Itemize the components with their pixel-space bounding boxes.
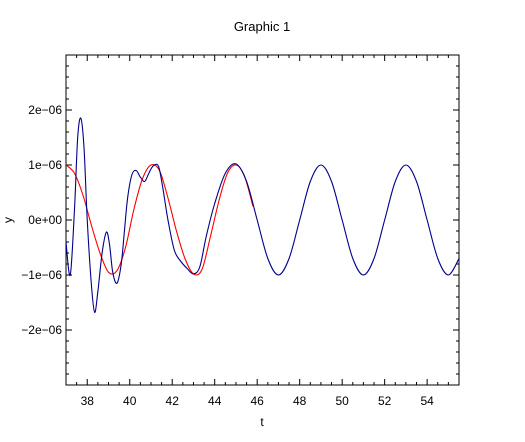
x-tick-label: 54 — [420, 394, 434, 408]
x-tick-label: 52 — [378, 394, 392, 408]
y-tick-label: −2e−06 — [21, 323, 62, 337]
series-line-2 — [66, 163, 254, 276]
x-tick-label: 38 — [81, 394, 95, 408]
series-line-1 — [66, 117, 459, 313]
x-tick-label: 50 — [335, 394, 349, 408]
chart-title: Graphic 1 — [234, 19, 290, 34]
x-tick-label: 48 — [293, 394, 307, 408]
y-tick-label: −1e−06 — [21, 268, 62, 282]
series-layer — [66, 117, 459, 313]
y-tick-label: 0e+00 — [28, 213, 62, 227]
x-axis-label: t — [260, 415, 264, 429]
minor-ticks — [65, 55, 460, 385]
y-tick-label: 2e−06 — [28, 103, 62, 117]
x-tick-label: 42 — [166, 394, 180, 408]
x-tick-label: 44 — [208, 394, 222, 408]
x-axis-ticks: 38 40 42 44 46 48 50 52 54 — [81, 55, 434, 408]
y-axis-label: y — [1, 217, 15, 223]
y-axis-ticks: −2e−06 −1e−06 0e+00 1e−06 2e−06 — [21, 103, 459, 337]
x-tick-label: 46 — [251, 394, 265, 408]
x-tick-label: 40 — [123, 394, 137, 408]
y-tick-label: 1e−06 — [28, 158, 62, 172]
